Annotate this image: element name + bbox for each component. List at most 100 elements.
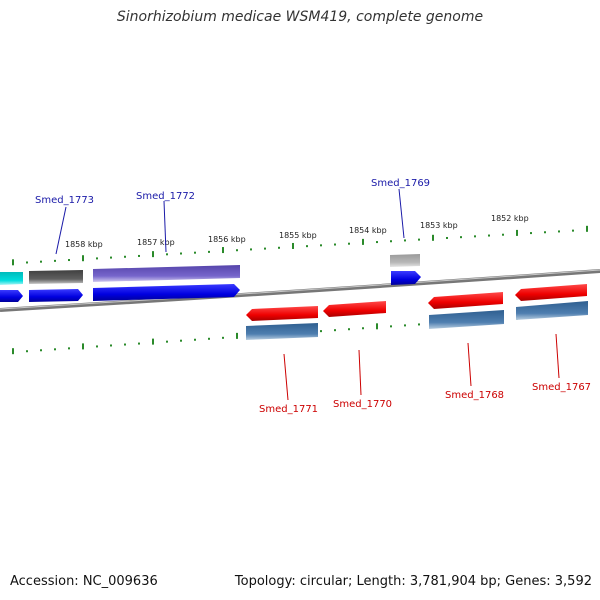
scale-tick (40, 260, 42, 263)
scale-tick (82, 255, 84, 262)
cds-arrow[interactable] (323, 301, 386, 317)
genome-backbone (0, 269, 600, 312)
label-leader (283, 353, 289, 401)
gene-bar[interactable] (0, 272, 23, 285)
scale-tick (404, 324, 406, 327)
scale-tick (54, 259, 56, 262)
label-leader (358, 349, 362, 396)
cds-arrow[interactable] (93, 284, 240, 301)
scale-tick (362, 327, 364, 330)
map-title: Sinorhizobium medicae WSM419, complete g… (116, 9, 484, 25)
scale-tick (320, 330, 322, 333)
scale-label: 1855 kbp (279, 231, 317, 240)
cds-arrow[interactable] (428, 292, 503, 309)
scale-tick (110, 256, 112, 259)
scale-tick (208, 337, 210, 340)
scale-tick (376, 241, 378, 244)
cds-arrow[interactable] (515, 284, 587, 301)
label-leader (467, 342, 472, 387)
gene-bar[interactable] (93, 265, 240, 282)
scale-tick (376, 323, 378, 330)
cds-arrow[interactable] (0, 290, 23, 302)
scale-tick (236, 332, 238, 339)
scale-tick (558, 230, 560, 233)
scale-tick (124, 255, 126, 258)
scale-tick (488, 234, 490, 237)
scale-tick (236, 249, 238, 252)
cds-arrow[interactable] (246, 306, 318, 321)
cds-arrow[interactable] (391, 271, 421, 285)
scale-tick (110, 344, 112, 347)
scale-tick (68, 259, 70, 262)
scale-tick (26, 261, 28, 264)
scale-tick (96, 345, 98, 348)
label-leader (163, 200, 167, 253)
scale-label: 1852 kbp (491, 214, 529, 223)
scale-tick (348, 328, 350, 331)
scale-tick (222, 336, 224, 339)
scale-tick (530, 232, 532, 235)
gene-label-smed-1773[interactable]: Smed_1773 (35, 195, 94, 206)
scale-label: 1857 kbp (137, 238, 175, 247)
scale-tick (54, 348, 56, 351)
gene-bar[interactable] (246, 323, 318, 340)
gene-label-smed-1771[interactable]: Smed_1771 (259, 404, 318, 415)
scale-tick (348, 242, 350, 245)
reverse-features (246, 284, 588, 340)
scale-tick (152, 338, 154, 345)
scale-tick (12, 259, 14, 266)
scale-tick (278, 246, 280, 249)
scale-tick (404, 239, 406, 242)
scale-tick (194, 251, 196, 254)
scale-tick (516, 229, 518, 236)
scale-tick (166, 340, 168, 343)
scale-tick (320, 244, 322, 247)
scale-tick (208, 250, 210, 253)
scale-tick (502, 233, 504, 236)
scale-tick (166, 253, 168, 256)
scale-tick (264, 247, 266, 250)
cds-arrow[interactable] (29, 289, 83, 302)
scale-tick (334, 243, 336, 246)
scale-tick (362, 238, 364, 245)
gene-label-smed-1769[interactable]: Smed_1769 (371, 178, 430, 189)
gene-label-smed-1768[interactable]: Smed_1768 (445, 390, 504, 401)
scale-tick (40, 349, 42, 352)
label-leader (398, 188, 405, 239)
forward-features (0, 254, 421, 302)
scale-label: 1858 kbp (65, 240, 103, 249)
gene-bar[interactable] (429, 310, 504, 329)
accession-text: Accession: NC_009636 (10, 574, 158, 589)
scale-tick (222, 247, 224, 254)
scale-tick (82, 343, 84, 350)
scale-tick (124, 343, 126, 346)
scale-tick (418, 323, 420, 326)
scale-ticks-top (12, 225, 588, 266)
scale-tick (68, 347, 70, 350)
gene-bar[interactable] (516, 301, 588, 320)
scale-tick (390, 325, 392, 328)
scale-label: 1854 kbp (349, 226, 387, 235)
scale-tick (460, 236, 462, 239)
scale-tick (96, 257, 98, 260)
gene-bar[interactable] (390, 254, 420, 267)
scale-tick (26, 350, 28, 353)
scale-tick (418, 238, 420, 241)
scale-tick (544, 231, 546, 234)
scale-label: 1853 kbp (420, 221, 458, 230)
scale-label: 1856 kbp (208, 235, 246, 244)
scale-tick (432, 234, 434, 241)
gene-label-smed-1770[interactable]: Smed_1770 (333, 399, 392, 410)
gene-label-smed-1767[interactable]: Smed_1767 (532, 382, 591, 393)
gene-label-smed-1772[interactable]: Smed_1772 (136, 191, 195, 202)
scale-tick (390, 240, 392, 243)
gene-bar[interactable] (29, 270, 83, 284)
scale-tick (446, 236, 448, 239)
scale-tick (138, 254, 140, 257)
label-leader (55, 206, 67, 255)
scale-tick (138, 342, 140, 345)
scale-tick (334, 329, 336, 332)
scale-tick (474, 235, 476, 238)
scale-tick (194, 338, 196, 341)
